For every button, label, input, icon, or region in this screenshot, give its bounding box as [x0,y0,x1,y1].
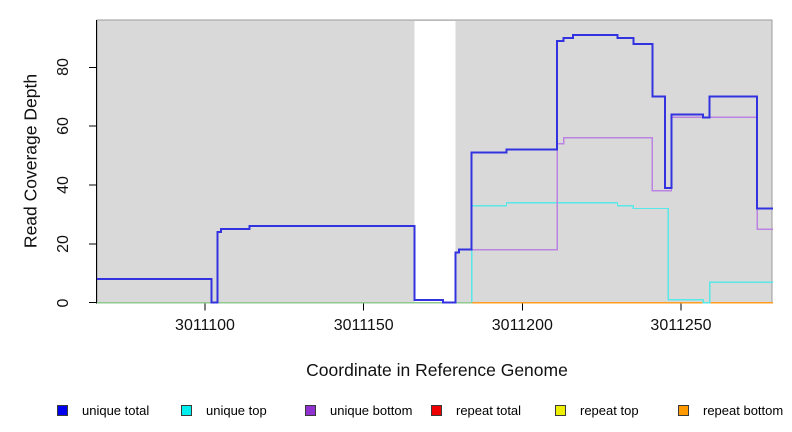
legend-item-repeat-total: repeat total [431,402,522,418]
y-tick-label: 80 [55,58,72,77]
legend-swatch-unique-bottom [305,404,316,416]
legend-label: repeat total [456,402,522,418]
legend-item-unique-total: unique total [57,402,150,418]
x-tick-label: 3011200 [491,317,553,334]
legend-label: repeat top [580,402,639,418]
y-tick-label: 0 [55,298,72,308]
legend-item-unique-top: unique top [181,402,267,418]
x-axis-title: Coordinate in Reference Genome [306,360,568,380]
legend-swatch-unique-top [181,404,192,416]
legend-swatch-repeat-bottom [678,404,689,416]
legend-label: unique top [206,402,267,418]
legend-item-repeat-top: repeat top [555,402,639,418]
x-tick-label: 3011100 [175,317,235,334]
legend-item-unique-bottom: unique bottom [305,402,413,418]
series-unique-top-line [470,202,773,304]
y-axis-title: Read Coverage Depth [20,73,41,249]
series-unique-total-line [97,33,773,304]
legend-label: unique bottom [330,402,413,418]
y-tick-label: 60 [55,117,72,136]
x-tick-label: 3011250 [650,317,712,334]
legend-swatch-repeat-total [431,404,442,416]
legend-swatch-unique-total [57,404,68,416]
x-tick-label: 3011150 [333,317,394,334]
legend-item-repeat-bottom: repeat bottom [678,402,784,418]
masked-region [414,21,456,303]
y-tick-label: 40 [55,176,72,194]
legend-label: unique total [82,402,150,418]
legend-swatch-repeat-top [555,404,566,416]
legend-label: repeat bottom [703,402,784,418]
y-tick-label: 20 [55,234,72,253]
